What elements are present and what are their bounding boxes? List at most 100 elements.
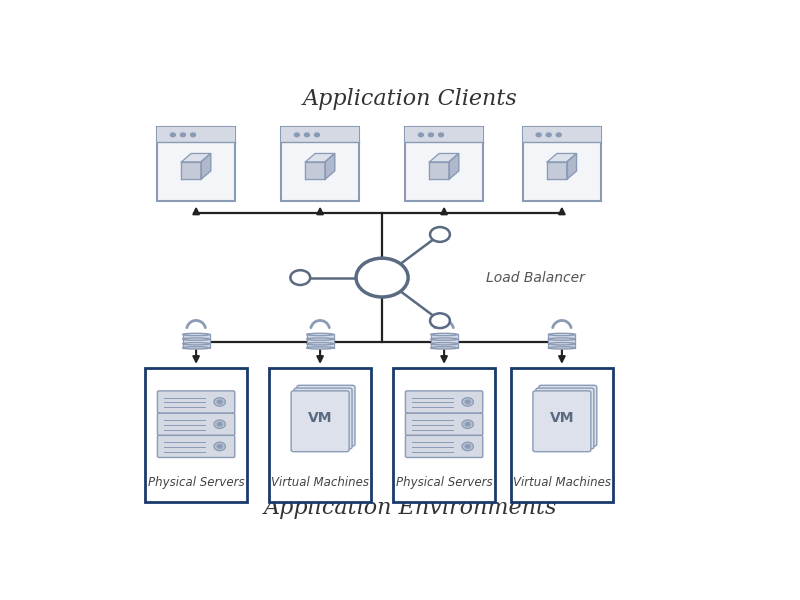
FancyBboxPatch shape — [393, 368, 495, 502]
Polygon shape — [547, 154, 577, 162]
Circle shape — [214, 420, 226, 428]
Polygon shape — [430, 154, 458, 162]
Circle shape — [190, 133, 195, 137]
Circle shape — [218, 422, 222, 426]
Ellipse shape — [549, 338, 575, 340]
FancyBboxPatch shape — [282, 127, 359, 202]
Text: VM: VM — [308, 412, 332, 425]
Polygon shape — [182, 154, 210, 162]
FancyBboxPatch shape — [533, 391, 591, 452]
Bar — [430, 334, 458, 338]
Circle shape — [305, 133, 310, 137]
Bar — [306, 339, 334, 343]
Ellipse shape — [182, 347, 210, 349]
Text: Virtual Machines: Virtual Machines — [271, 476, 369, 490]
Polygon shape — [430, 162, 449, 179]
Circle shape — [438, 133, 443, 137]
Circle shape — [462, 442, 474, 451]
Text: Physical Servers: Physical Servers — [396, 476, 493, 490]
Bar — [182, 339, 210, 343]
Ellipse shape — [306, 343, 334, 345]
Polygon shape — [566, 154, 577, 179]
FancyBboxPatch shape — [406, 391, 482, 413]
Polygon shape — [449, 154, 458, 179]
Circle shape — [218, 400, 222, 404]
Circle shape — [466, 400, 470, 404]
Text: Physical Servers: Physical Servers — [148, 476, 245, 490]
Circle shape — [314, 133, 319, 137]
Polygon shape — [201, 154, 210, 179]
Circle shape — [290, 270, 310, 285]
Ellipse shape — [430, 343, 458, 345]
FancyBboxPatch shape — [291, 391, 349, 452]
Bar — [158, 127, 235, 142]
FancyBboxPatch shape — [406, 127, 483, 202]
Ellipse shape — [430, 347, 458, 349]
FancyBboxPatch shape — [406, 436, 482, 457]
Circle shape — [466, 422, 470, 426]
Circle shape — [429, 133, 434, 137]
FancyBboxPatch shape — [158, 391, 234, 413]
Ellipse shape — [182, 338, 210, 340]
FancyBboxPatch shape — [406, 413, 482, 435]
Polygon shape — [306, 162, 325, 179]
Circle shape — [356, 258, 408, 297]
Circle shape — [181, 133, 186, 137]
Text: Load Balancer: Load Balancer — [486, 271, 585, 284]
Ellipse shape — [430, 338, 458, 340]
Circle shape — [546, 133, 551, 137]
Ellipse shape — [549, 334, 575, 335]
Bar — [523, 127, 601, 142]
FancyBboxPatch shape — [158, 436, 234, 457]
Text: Application Clients: Application Clients — [302, 88, 518, 110]
Bar — [182, 334, 210, 338]
Ellipse shape — [182, 334, 210, 335]
FancyBboxPatch shape — [145, 368, 247, 502]
Circle shape — [214, 398, 226, 406]
Circle shape — [170, 133, 175, 137]
Bar — [430, 339, 458, 343]
Text: Virtual Machines: Virtual Machines — [513, 476, 611, 490]
Bar — [282, 127, 359, 142]
Ellipse shape — [430, 334, 458, 335]
Polygon shape — [325, 154, 334, 179]
Bar — [406, 127, 483, 142]
Polygon shape — [306, 154, 334, 162]
Ellipse shape — [549, 347, 575, 349]
Bar — [430, 344, 458, 348]
Circle shape — [536, 133, 541, 137]
Circle shape — [466, 445, 470, 448]
Text: Application Environments: Application Environments — [263, 497, 557, 519]
FancyBboxPatch shape — [158, 413, 234, 435]
Circle shape — [214, 442, 226, 451]
FancyBboxPatch shape — [269, 368, 371, 502]
Circle shape — [294, 133, 299, 137]
FancyBboxPatch shape — [523, 127, 601, 202]
Bar — [549, 339, 575, 343]
FancyBboxPatch shape — [294, 388, 352, 449]
Bar — [306, 344, 334, 348]
Circle shape — [430, 313, 450, 328]
FancyBboxPatch shape — [158, 127, 235, 202]
Polygon shape — [547, 162, 566, 179]
Bar — [549, 344, 575, 348]
Circle shape — [556, 133, 562, 137]
Ellipse shape — [182, 343, 210, 345]
Circle shape — [218, 445, 222, 448]
Text: VM: VM — [550, 412, 574, 425]
Ellipse shape — [306, 347, 334, 349]
FancyBboxPatch shape — [536, 388, 594, 449]
FancyBboxPatch shape — [510, 368, 613, 502]
Circle shape — [418, 133, 423, 137]
Circle shape — [462, 420, 474, 428]
Polygon shape — [182, 162, 201, 179]
Ellipse shape — [549, 343, 575, 345]
Bar — [306, 334, 334, 338]
FancyBboxPatch shape — [538, 385, 597, 446]
Bar — [549, 334, 575, 338]
Circle shape — [462, 398, 474, 406]
Ellipse shape — [306, 338, 334, 340]
FancyBboxPatch shape — [297, 385, 355, 446]
Ellipse shape — [306, 334, 334, 335]
Bar — [182, 344, 210, 348]
